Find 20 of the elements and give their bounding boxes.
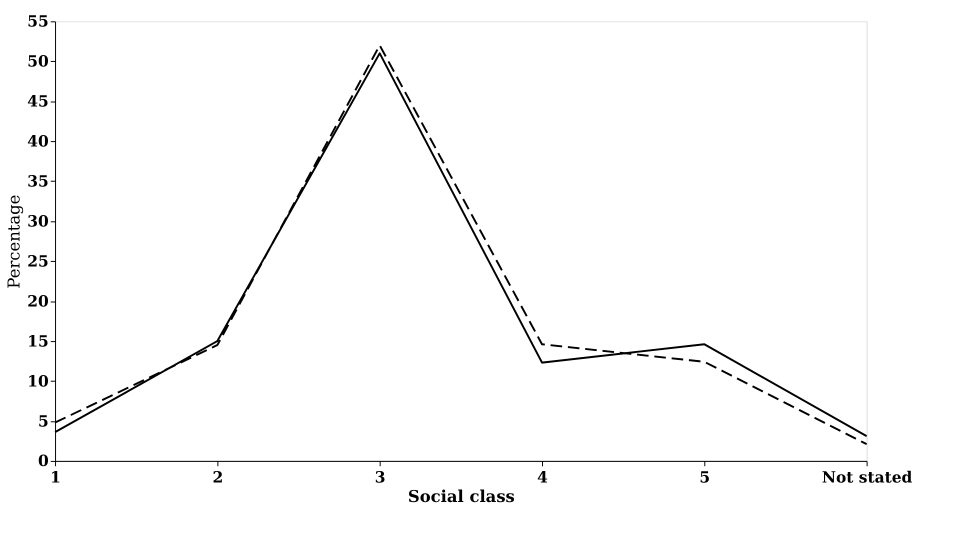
x-tick-label: Not stated	[822, 468, 913, 487]
y-tick-label: 0	[38, 451, 50, 470]
y-tick-label: 25	[27, 251, 49, 270]
x-tick-label: 4	[537, 468, 548, 487]
y-tick-label: 45	[27, 92, 49, 111]
y-tick-label: 35	[27, 171, 49, 190]
y-tick-label: 15	[27, 331, 49, 350]
y-tick-label: 10	[27, 371, 50, 390]
x-tick-label: 5	[699, 468, 710, 487]
y-tick-label: 50	[27, 52, 50, 71]
y-axis-title: Percentage	[4, 194, 24, 289]
y-tick-label: 55	[27, 12, 49, 31]
x-axis-title: Social class	[408, 486, 515, 506]
y-tick-label: 30	[27, 211, 50, 230]
x-tick-label: 2	[212, 468, 224, 487]
y-tick-label: 20	[27, 291, 50, 310]
x-tick-label: 3	[374, 468, 386, 487]
x-tick-label: 1	[50, 468, 61, 487]
y-tick-label: 40	[27, 132, 50, 151]
y-tick-label: 5	[38, 411, 49, 430]
